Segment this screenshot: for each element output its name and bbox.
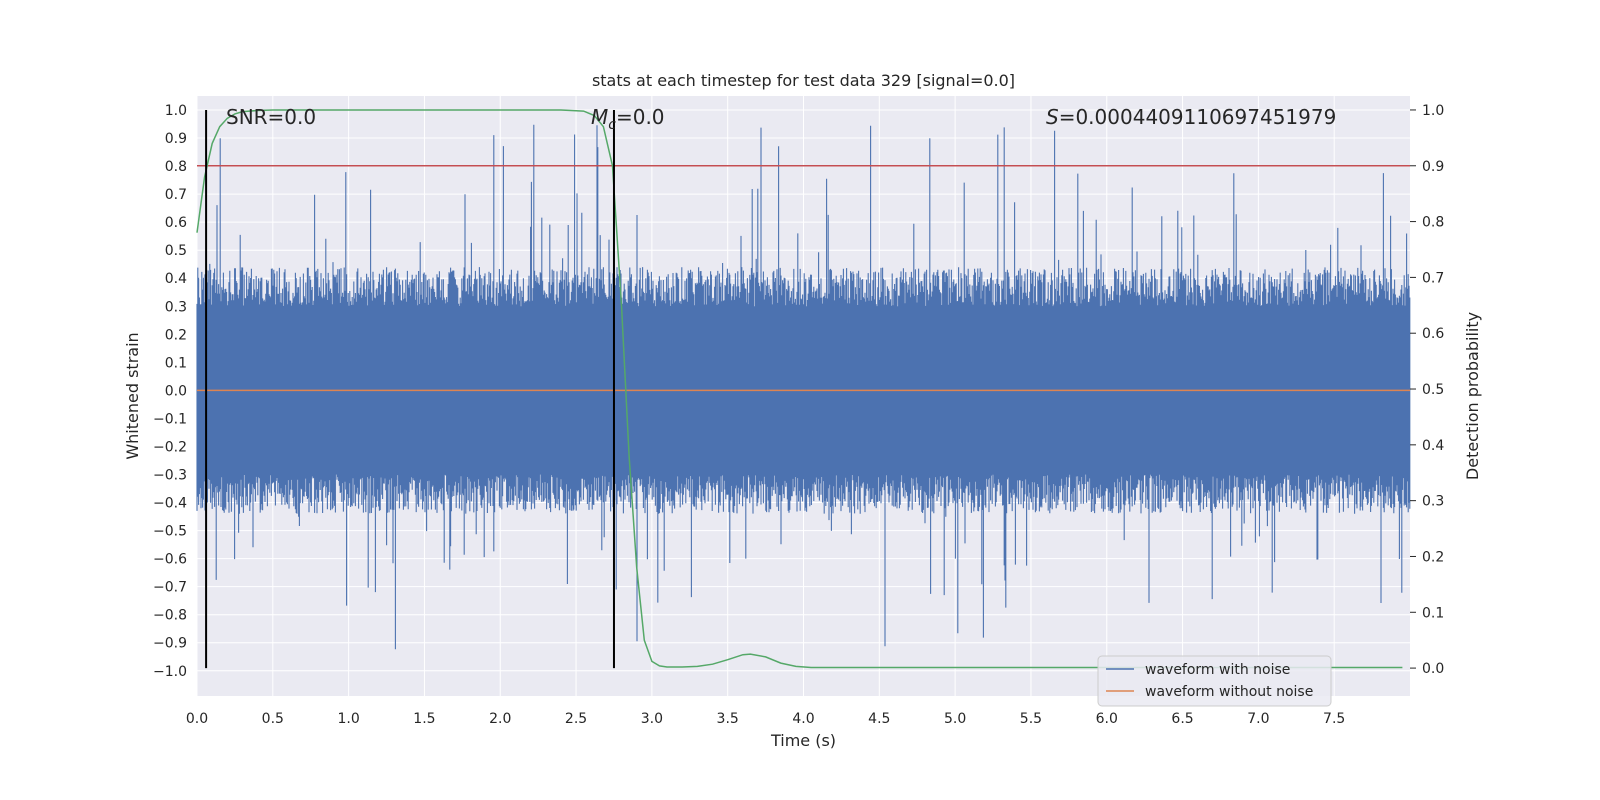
y-right-tick-label: 0.7 xyxy=(1422,270,1444,286)
y-left-tick-label: 1.0 xyxy=(165,103,187,119)
y-left-tick-label: 0.3 xyxy=(165,299,187,315)
x-tick-label: 4.5 xyxy=(868,711,890,727)
legend: waveform with noise waveform without nois… xyxy=(1097,655,1332,707)
y-left-tick-label: −0.5 xyxy=(153,524,187,540)
x-tick-label: 2.5 xyxy=(565,711,587,727)
chirp-mass-symbol: M xyxy=(591,105,608,129)
y-left-tick-label: −0.7 xyxy=(153,580,187,596)
x-tick-label: 3.0 xyxy=(641,711,663,727)
y-right-tick-label: 0.1 xyxy=(1422,605,1444,621)
statistic-symbol: S xyxy=(1046,105,1059,129)
y-left-tick-label: −0.4 xyxy=(153,496,187,512)
y-left-tick-label: 0.4 xyxy=(165,271,187,287)
y-right-tick-label: 0.2 xyxy=(1422,549,1444,565)
annotations: SNR=0.0 Mc=0.0 S=0.0004409110697451979 xyxy=(226,105,1336,133)
y-left-tick-label: −0.3 xyxy=(153,468,187,484)
y-left-tick-label: −0.1 xyxy=(153,411,187,427)
y-left-tick-label: 0.6 xyxy=(165,215,187,231)
y-left-tick-label: 0.2 xyxy=(165,327,187,343)
x-tick-label: 4.0 xyxy=(792,711,814,727)
y-axis-label-left: Whitened strain xyxy=(123,332,142,459)
y-right-tick-label: 0.0 xyxy=(1422,661,1444,677)
y-axis-label-right: Detection probability xyxy=(1463,312,1482,480)
x-tick-label: 3.5 xyxy=(717,711,739,727)
x-tick-label: 7.5 xyxy=(1323,711,1345,727)
x-tick-label: 1.5 xyxy=(413,711,435,727)
chirp-mass-value: =0.0 xyxy=(616,105,665,129)
y-left-tick-label: −0.2 xyxy=(153,439,187,455)
y-left-tick-label: −0.6 xyxy=(153,552,187,568)
y-left-tick-label: 0.8 xyxy=(165,159,187,175)
y-right-tick-label: 0.5 xyxy=(1422,382,1444,398)
x-tick-label: 7.0 xyxy=(1247,711,1269,727)
y-left-tick-label: −0.8 xyxy=(153,608,187,624)
legend-label: waveform with noise xyxy=(1145,662,1290,678)
snr-annotation: SNR=0.0 xyxy=(226,105,316,129)
statistic-value: =0.0004409110697451979 xyxy=(1059,105,1337,129)
y-right-tick-label: 0.9 xyxy=(1422,159,1444,175)
chirp-mass-subscript: c xyxy=(608,117,616,133)
chirp-mass-annotation: Mc=0.0 xyxy=(591,105,665,133)
x-tick-label: 5.0 xyxy=(944,711,966,727)
legend-label: waveform without noise xyxy=(1145,684,1313,700)
x-tick-label: 0.0 xyxy=(186,711,208,727)
y-right-tick-label: 0.8 xyxy=(1422,215,1444,231)
y-right-tick-label: 1.0 xyxy=(1422,103,1444,119)
y-left-tick-label: 0.1 xyxy=(165,355,187,371)
y-right-tick-label: 0.6 xyxy=(1422,326,1444,342)
x-tick-label: 0.5 xyxy=(262,711,284,727)
x-tick-label: 1.0 xyxy=(337,711,359,727)
y-left-tick-label: −1.0 xyxy=(153,664,187,680)
legend-box xyxy=(1097,655,1332,707)
statistic-annotation: S=0.0004409110697451979 xyxy=(1046,105,1336,129)
y-right-tick-label: 0.4 xyxy=(1422,438,1444,454)
x-tick-label: 6.5 xyxy=(1171,711,1193,727)
x-axis-label: Time (s) xyxy=(770,731,836,750)
y-left-tick-label: −0.9 xyxy=(153,636,187,652)
chart-title: stats at each timestep for test data 329… xyxy=(592,71,1015,90)
x-tick-label: 2.0 xyxy=(489,711,511,727)
y-right-tick-label: 0.3 xyxy=(1422,494,1444,510)
y-left-tick-label: 0.9 xyxy=(165,131,187,147)
x-tick-label: 5.5 xyxy=(1020,711,1042,727)
y-left-tick-label: 0.0 xyxy=(165,383,187,399)
y-left-tick-label: 0.7 xyxy=(165,187,187,203)
line-series xyxy=(196,109,1410,669)
y-left-tick-label: 0.5 xyxy=(165,243,187,259)
x-tick-label: 6.0 xyxy=(1096,711,1118,727)
axis-ticks: 0.0 0.5 1.0 1.5 2.0 2.5 3.0 3.5 4.0 4.5 5.0 5.5 6.0 6… xyxy=(153,103,1444,727)
detection-probability-line xyxy=(196,109,1403,669)
